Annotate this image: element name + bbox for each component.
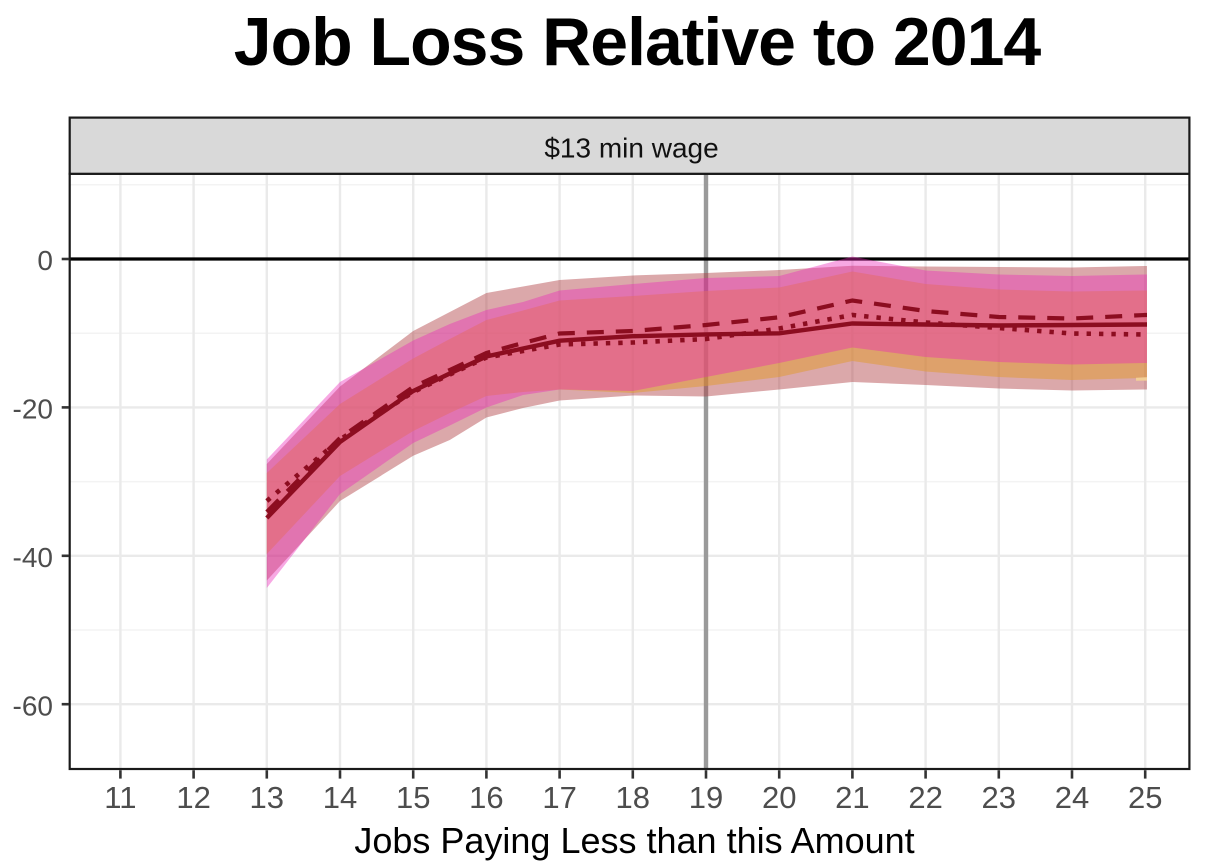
svg-text:11: 11	[104, 780, 136, 815]
svg-text:20: 20	[762, 780, 796, 815]
svg-text:16: 16	[469, 780, 503, 815]
svg-text:-60: -60	[13, 690, 53, 721]
svg-text:Job Loss Relative to 2014: Job Loss Relative to 2014	[234, 4, 1042, 80]
svg-text:17: 17	[542, 780, 576, 815]
svg-text:19: 19	[689, 780, 723, 815]
svg-text:-40: -40	[13, 542, 53, 573]
svg-text:Jobs Paying Less than this Amo: Jobs Paying Less than this Amount	[354, 820, 914, 861]
svg-text:-20: -20	[13, 394, 53, 425]
svg-text:21: 21	[835, 780, 869, 815]
svg-text:$13 min wage: $13 min wage	[544, 133, 718, 164]
svg-text:23: 23	[982, 780, 1016, 815]
svg-text:24: 24	[1055, 780, 1089, 815]
svg-text:0: 0	[37, 245, 53, 276]
svg-text:13: 13	[250, 780, 284, 815]
svg-text:12: 12	[176, 780, 210, 815]
svg-text:22: 22	[908, 780, 942, 815]
svg-text:14: 14	[323, 780, 357, 815]
svg-text:25: 25	[1128, 780, 1162, 815]
svg-text:18: 18	[616, 780, 650, 815]
svg-text:15: 15	[396, 780, 430, 815]
